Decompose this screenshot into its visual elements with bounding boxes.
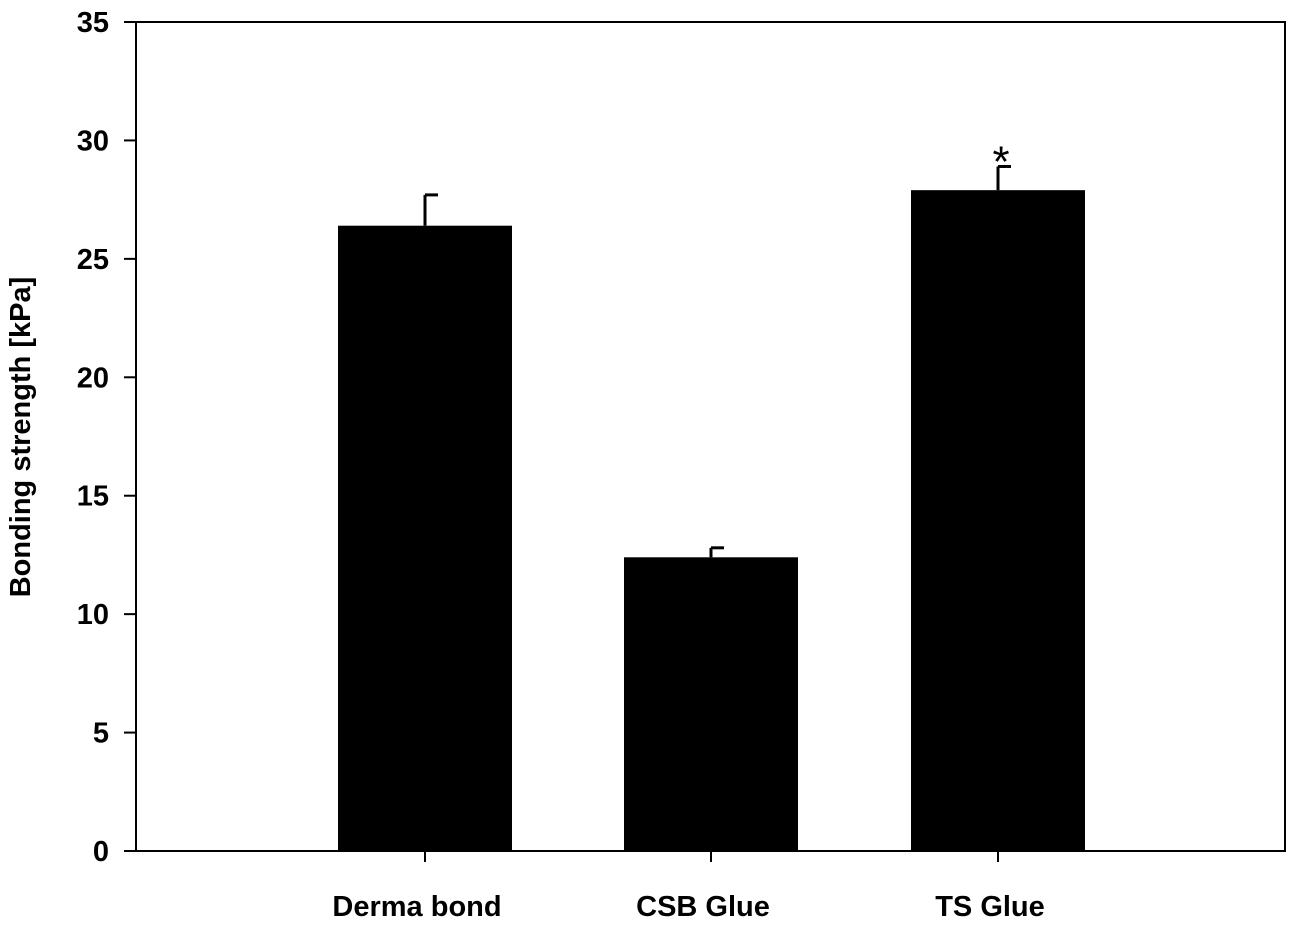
significance-marker: * [992, 137, 1009, 186]
error-bars [423, 164, 1011, 558]
y-tick-label: 20 [77, 362, 109, 394]
y-axis-ticks: 0 5 10 15 20 25 30 35 [77, 7, 136, 868]
annotations: * [992, 137, 1009, 186]
y-tick-label: 35 [77, 7, 109, 39]
y-tick-label: 25 [77, 244, 109, 276]
bars [338, 190, 1085, 851]
x-tick-label: Derma bond [332, 891, 501, 923]
y-axis-label: Bonding strength [kPa] [5, 277, 37, 598]
y-tick-label: 30 [77, 125, 109, 157]
y-tick-label: 10 [77, 599, 109, 631]
x-axis-ticks: Derma bond CSB Glue TS Glue [332, 851, 1045, 923]
x-tick-label: TS Glue [935, 891, 1045, 923]
y-tick-label: 5 [93, 718, 109, 750]
bar-1 [338, 225, 512, 851]
y-tick-label: 0 [93, 836, 109, 868]
bar-3 [911, 190, 1085, 851]
x-tick-label: CSB Glue [636, 891, 770, 923]
bar-2 [624, 557, 798, 851]
y-tick-label: 15 [77, 481, 109, 513]
